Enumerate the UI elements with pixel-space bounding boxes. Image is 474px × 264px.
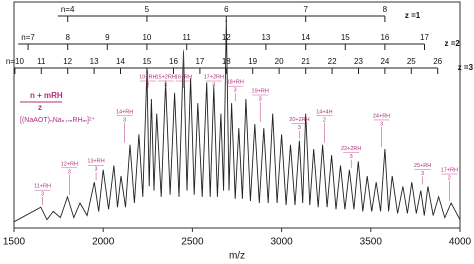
ruler-tick-label: 5 (145, 5, 150, 14)
annotation-label: 11+RH (34, 184, 51, 190)
formula-bottom: z (38, 103, 42, 112)
annotation-z: 3 (380, 121, 383, 127)
annotation-label: 22+2RH (341, 146, 361, 152)
annotation-z: 3 (259, 96, 262, 102)
x-tick-label: 3500 (360, 237, 383, 248)
annotation-label: 17+RH (441, 167, 458, 173)
ruler-tick-label: 10 (142, 33, 151, 42)
ruler-tick-label: n=4 (61, 5, 75, 14)
annotation-z: 3 (95, 167, 98, 173)
annotation-z: 3 (41, 192, 44, 198)
ruler-tick-label: 23 (354, 57, 363, 66)
ruler-tick-label: 18 (222, 57, 231, 66)
ruler-tick-label: 14 (301, 33, 310, 42)
ruler-tick-label: 17 (195, 57, 204, 66)
annotation-z: 3 (298, 125, 301, 131)
ruler-tick-label: 7 (303, 5, 308, 14)
annotation-label: 15+2RH (155, 74, 175, 80)
annotation-z: 3 (182, 82, 185, 88)
ruler-tick-label: 15 (142, 57, 151, 66)
ruler-tick-label: 14 (116, 57, 125, 66)
annotation-z: 3 (421, 171, 424, 177)
annotation-z: 3 (234, 88, 237, 94)
ruler-tick-label: 19 (248, 57, 257, 66)
ruler-tick-label: n=7 (21, 33, 35, 42)
x-tick-label: 1500 (3, 237, 26, 248)
ruler-tick-label: 16 (380, 33, 389, 42)
ruler-tick-label: 25 (407, 57, 416, 66)
x-axis-label: m/z (229, 251, 245, 262)
annotation-z: 3 (68, 169, 71, 175)
x-tick-label: 4000 (449, 237, 472, 248)
ruler-tick-label: 12 (63, 57, 72, 66)
ruler-tick-label: 26 (433, 57, 442, 66)
x-tick-label: 2500 (181, 237, 204, 248)
ruler-tick-label: 11 (183, 33, 192, 42)
ruler-tick-label: 20 (275, 57, 284, 66)
annotation-label: 14+4H (316, 109, 332, 115)
annotation-label: 16+RH (175, 74, 192, 80)
annotation-z: 2 (323, 117, 326, 123)
annotation-z: 2 (448, 175, 451, 181)
annotation-label: 18+RH (227, 80, 244, 86)
ruler-tick-label: n=10 (6, 57, 25, 66)
annotation-label: 19+RH (252, 88, 269, 94)
annotation-label: 24+RH (373, 113, 390, 119)
annotation-z: 3 (123, 117, 126, 123)
ruler-tick-label: 15 (341, 33, 350, 42)
ruler-tick-label: 13 (261, 33, 270, 42)
annotation-label: 13+RH (87, 159, 104, 165)
ruler-tick-label: 9 (105, 33, 110, 42)
annotation-z: 2 (146, 82, 149, 88)
ruler-z-label: z =1 (405, 11, 421, 20)
ruler-tick-label: 11 (37, 57, 46, 66)
formula-top: n + mRH (30, 91, 63, 100)
annotation-z: 3 (212, 82, 215, 88)
plot-frame (13, 1, 461, 229)
annotation-z: 3 (164, 82, 167, 88)
annotation-z: 3 (350, 154, 353, 160)
ruler-tick-label: 22 (328, 57, 337, 66)
annotation-label: 17+2RH (204, 74, 224, 80)
ruler-tick-label: 6 (224, 5, 229, 14)
x-tick-label: 3000 (270, 237, 293, 248)
annotation-label: 10+RH (139, 74, 156, 80)
ruler-tick-label: 24 (380, 57, 389, 66)
annotation-label: 20+2RH (289, 117, 309, 123)
ruler-tick-label: 8 (65, 33, 70, 42)
ruler-tick-label: 21 (301, 57, 310, 66)
ruler-tick-label: 12 (222, 33, 231, 42)
ruler-z-label: z =2 (444, 39, 460, 48)
annotation-label: 25+RH (414, 163, 431, 169)
formula-species: [(NaAOT)ₙNaₙ₊ₘRHₘ]ᶻ⁺ (20, 117, 95, 124)
annotation-label: 12+RH (61, 161, 78, 167)
x-tick-label: 2000 (92, 237, 115, 248)
ruler-tick-label: 13 (90, 57, 99, 66)
ruler-tick-label: 16 (169, 57, 178, 66)
ruler-z-label: z =3 (458, 63, 474, 72)
ruler-tick-label: 17 (420, 33, 429, 42)
spectrum-line (13, 19, 461, 223)
annotation-label: 14+RH (116, 109, 133, 115)
ruler-tick-label: 8 (383, 5, 388, 14)
